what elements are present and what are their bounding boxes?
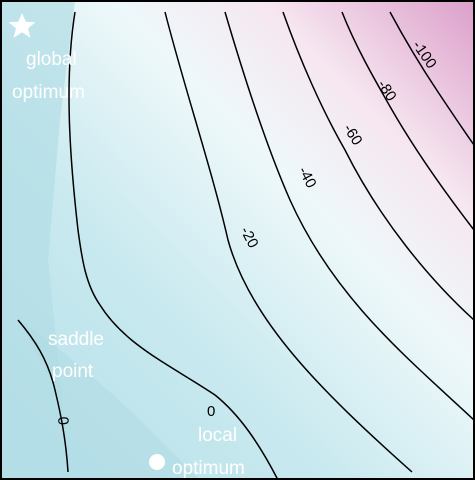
saddle-point-label-line1: saddle	[48, 329, 104, 350]
dot-icon	[149, 454, 165, 470]
contour-minus40	[224, 11, 475, 421]
local-optimum-label-line1: local	[198, 425, 237, 446]
local-optimum-label-line2: optimum	[172, 458, 245, 479]
star-icon	[8, 13, 36, 38]
contour-minus80	[341, 11, 475, 231]
contour-0-upper	[68, 11, 279, 480]
contour-label-0-lower: 0	[54, 416, 72, 426]
contour-label-0: 0	[207, 403, 215, 420]
contour-0-lower	[17, 319, 69, 473]
contour-minus60	[282, 11, 475, 321]
global-optimum-label-line2: optimum	[12, 82, 85, 103]
saddle-point-label-line2: point	[52, 361, 94, 382]
contour-minus20	[164, 11, 413, 473]
contour-minus100	[389, 11, 475, 146]
global-optimum-label-line1: global	[26, 49, 77, 70]
